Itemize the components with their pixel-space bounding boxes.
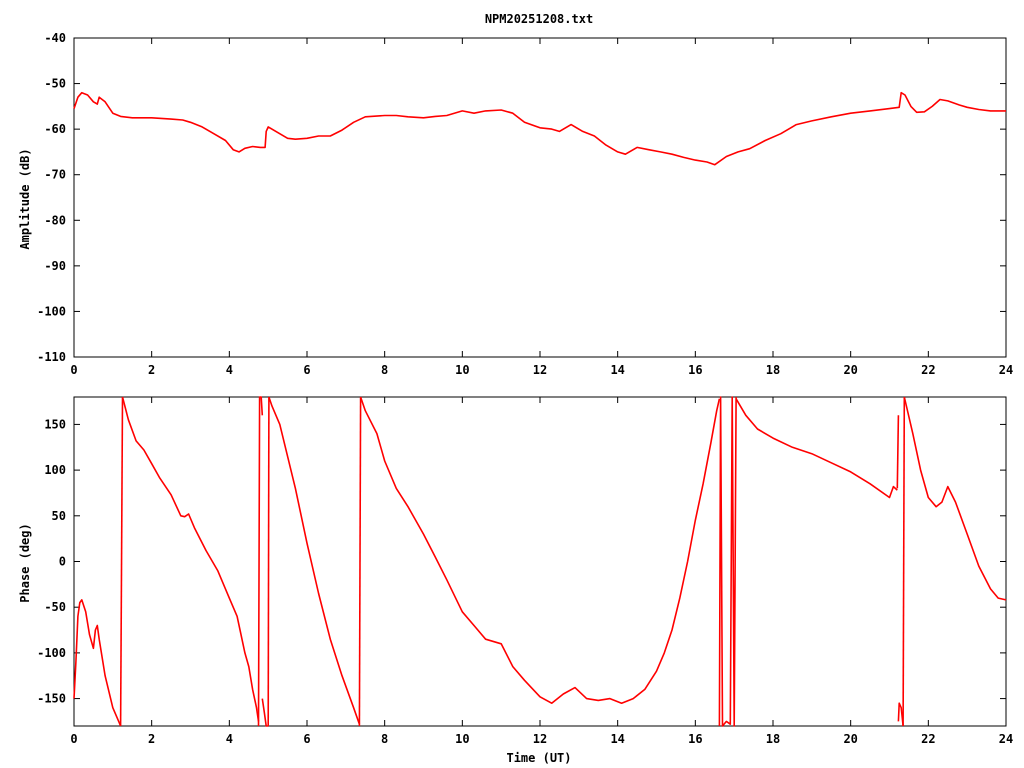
series-line [897, 702, 904, 727]
series-line [261, 698, 269, 727]
series-line [257, 396, 264, 727]
x-tick-label: 2 [148, 732, 155, 746]
series-line [896, 415, 900, 489]
y-tick-label: -80 [44, 213, 66, 227]
x-tick-label: 14 [610, 363, 624, 377]
plot-frame [73, 37, 1007, 358]
x-tick-label: 18 [766, 732, 780, 746]
x-tick-label: 4 [226, 732, 233, 746]
series-line [735, 398, 898, 499]
y-tick-label: -100 [37, 646, 66, 660]
x-tick-label: 22 [921, 363, 935, 377]
y-tick-label: 0 [59, 555, 66, 569]
series-line [358, 396, 362, 727]
y-tick-label: -50 [44, 600, 66, 614]
series-line [718, 396, 737, 727]
amplitude-y-axis-label: Amplitude (dB) [18, 148, 32, 249]
phase-y-axis-label: Phase (deg) [18, 523, 32, 602]
x-tick-label: 2 [148, 363, 155, 377]
phase-x-axis-label: Time (UT) [506, 751, 571, 765]
y-tick-label: 50 [52, 509, 66, 523]
x-tick-label: 16 [688, 363, 702, 377]
series-line [903, 396, 1007, 601]
plot-frame [73, 396, 1007, 727]
series-line [902, 396, 906, 727]
phase-panel: 0 2 4 6 8 10 12 14 16 18 20 22 24150100500-50-100-15… [37, 396, 1013, 746]
x-tick-label: 8 [381, 363, 388, 377]
x-tick-label: 20 [843, 363, 857, 377]
series-line [73, 599, 122, 727]
y-tick-label: -40 [44, 31, 66, 45]
y-tick-label: -60 [44, 122, 66, 136]
chart-title: NPM20251208.txt [485, 12, 593, 26]
series-line [267, 396, 270, 727]
x-tick-label: 10 [455, 732, 469, 746]
series-line [119, 396, 124, 727]
x-tick-label: 18 [766, 363, 780, 377]
x-tick-label: 8 [381, 732, 388, 746]
series-line [268, 396, 361, 725]
y-tick-label: 100 [44, 463, 66, 477]
x-tick-label: 6 [303, 363, 310, 377]
x-tick-label: 24 [999, 732, 1013, 746]
y-tick-label: -110 [37, 350, 66, 364]
x-tick-label: 12 [533, 363, 547, 377]
x-tick-label: 24 [999, 363, 1013, 377]
y-tick-label: -100 [37, 304, 66, 318]
x-tick-label: 0 [70, 363, 77, 377]
y-tick-label: -50 [44, 77, 66, 91]
y-tick-label: -90 [44, 259, 66, 273]
x-tick-label: 4 [226, 363, 233, 377]
series-line [121, 396, 260, 722]
x-tick-label: 22 [921, 732, 935, 746]
x-tick-label: 14 [610, 732, 624, 746]
x-tick-label: 6 [303, 732, 310, 746]
y-tick-label: -150 [37, 692, 66, 706]
y-tick-label: 150 [44, 417, 66, 431]
x-tick-label: 0 [70, 732, 77, 746]
series-line [73, 91, 1006, 166]
y-tick-label: -70 [44, 168, 66, 182]
x-tick-label: 10 [455, 363, 469, 377]
x-tick-label: 12 [533, 732, 547, 746]
x-tick-label: 20 [843, 732, 857, 746]
x-tick-label: 16 [688, 732, 702, 746]
series-line [359, 396, 721, 705]
amplitude-panel: 0 2 4 6 8 10 12 14 16 18 20 22 24-40-50-60-70-80-90-… [37, 31, 1013, 377]
